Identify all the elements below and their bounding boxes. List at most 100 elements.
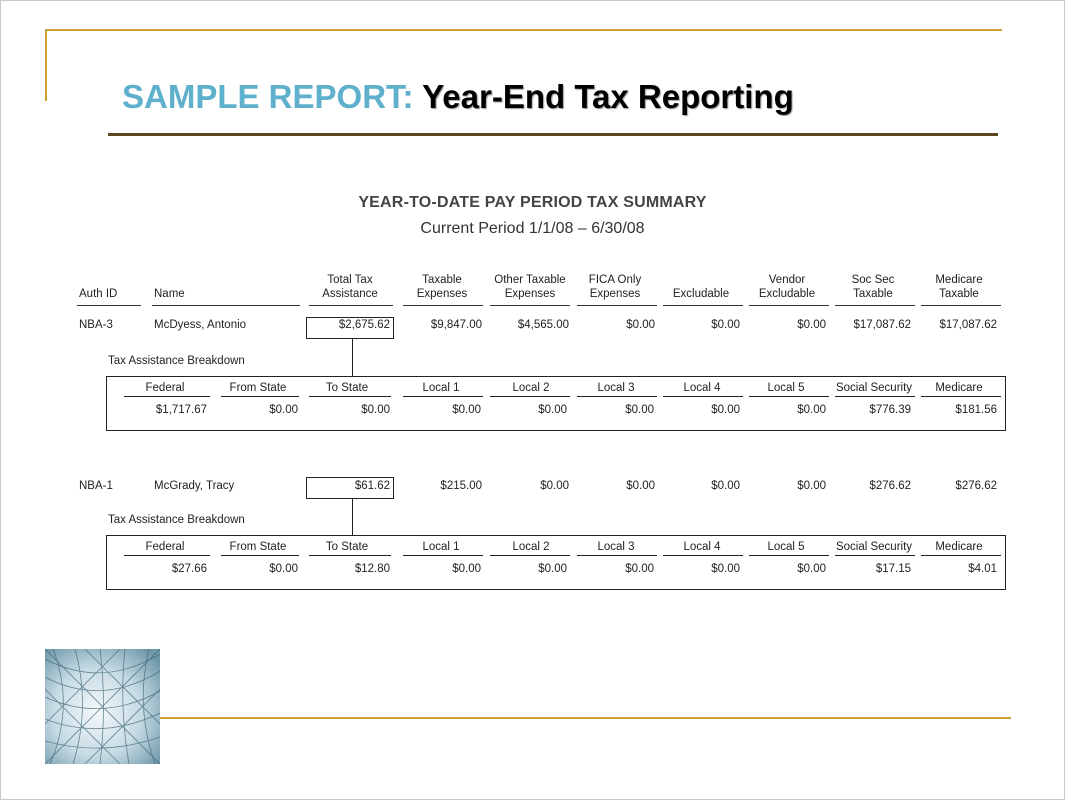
col-header-auth-id: Auth ID [79,288,118,300]
title-lead: SAMPLE REPORT: [122,78,414,115]
breakdown-value: $4.01 [968,563,997,575]
record-name: McGrady, Tracy [154,480,235,492]
breakdown-label: Tax Assistance Breakdown [108,355,245,367]
breakdown-header: Local 1 [422,541,460,553]
breakdown-header: Social Security [835,541,913,553]
top-rule [45,29,1002,31]
breakdown-header: From State [229,382,287,394]
breakdown-underline [221,396,299,397]
breakdown-value: $27.66 [171,563,207,575]
breakdown-header: Local 5 [767,541,805,553]
other-taxable-value: $4,565.00 [517,319,569,331]
record-auth-id: NBA-3 [79,319,113,331]
medicare-taxable-value: $276.62 [955,480,997,492]
glass-dome-photo [45,649,160,764]
breakdown-box [106,376,1006,431]
breakdown-underline [221,555,299,556]
medicare-taxable-value: $17,087.62 [939,319,997,331]
breakdown-underline [577,555,657,556]
excludable-value: $0.00 [711,480,740,492]
fica-value: $0.00 [626,319,655,331]
header-underline [403,305,483,306]
title-underline [108,133,998,136]
report-subtitle: Current Period 1/1/08 – 6/30/08 [420,220,645,237]
bottom-rule [160,717,1011,719]
other-taxable-value: $0.00 [540,480,569,492]
breakdown-header: Local 4 [683,382,721,394]
breakdown-header: Local 1 [422,382,460,394]
breakdown-header: Federal [145,541,185,553]
col-header-excludable: Excludable [672,288,730,300]
header-underline [77,305,141,306]
breakdown-value: $17.15 [875,563,911,575]
header-underline [152,305,300,306]
breakdown-underline [490,555,570,556]
taxable-expenses-value: $9,847.00 [430,319,482,331]
breakdown-header: Local 5 [767,382,805,394]
breakdown-underline [749,396,829,397]
breakdown-value: $0.00 [452,404,481,416]
breakdown-underline [124,396,210,397]
breakdown-value: $0.00 [538,404,567,416]
breakdown-value: $776.39 [869,404,911,416]
breakdown-label: Tax Assistance Breakdown [108,514,245,526]
breakdown-header: Medicare [935,541,983,553]
breakdown-header: Local 3 [597,541,635,553]
breakdown-underline [124,555,210,556]
total-tax-value: $61.62 [354,480,390,492]
breakdown-underline [663,396,743,397]
breakdown-header: Local 2 [512,382,550,394]
breakdown-value: $0.00 [538,563,567,575]
total-tax-box [306,317,394,339]
header-underline [921,305,1001,306]
col-header-medicare: Medicare Taxable [935,274,983,300]
title-rest: Year-End Tax Reporting [422,78,794,115]
breakdown-value: $181.56 [955,404,997,416]
breakdown-value: $0.00 [711,563,740,575]
header-underline [309,305,393,306]
breakdown-value: $0.00 [269,404,298,416]
header-underline [835,305,915,306]
total-tax-value: $2,675.62 [338,319,390,331]
col-header-fica: FICA Only Expenses [588,274,642,300]
record-name: McDyess, Antonio [154,319,247,331]
fica-value: $0.00 [626,480,655,492]
page-title: SAMPLE REPORT: Year-End Tax Reporting [122,78,794,116]
vendor-excludable-value: $0.00 [797,480,826,492]
breakdown-value: $0.00 [797,404,826,416]
breakdown-underline [403,555,483,556]
breakdown-value: $0.00 [711,404,740,416]
record-auth-id: NBA-1 [79,480,113,492]
breakdown-underline [663,555,743,556]
soc-sec-value: $17,087.62 [853,319,911,331]
header-underline [749,305,829,306]
breakdown-header: To State [325,382,369,394]
left-rule [45,29,47,101]
header-underline [577,305,657,306]
connector-line [352,499,353,535]
taxable-expenses-value: $215.00 [440,480,482,492]
col-header-total-tax: Total Tax Assistance [322,274,378,300]
breakdown-value: $0.00 [452,563,481,575]
vendor-excludable-value: $0.00 [797,319,826,331]
breakdown-value: $0.00 [361,404,390,416]
breakdown-header: Local 2 [512,541,550,553]
col-header-soc-sec: Soc Sec Taxable [851,274,895,300]
breakdown-header: To State [325,541,369,553]
breakdown-box [106,535,1006,590]
breakdown-value: $0.00 [269,563,298,575]
col-header-other-taxable: Other Taxable Expenses [494,274,566,300]
breakdown-underline [921,396,1001,397]
soc-sec-value: $276.62 [869,480,911,492]
breakdown-underline [921,555,1001,556]
col-header-name: Name [154,288,185,300]
breakdown-header: Local 4 [683,541,721,553]
breakdown-underline [403,396,483,397]
breakdown-value: $0.00 [625,563,654,575]
col-header-taxable-expenses: Taxable Expenses [416,274,468,300]
report-title: YEAR-TO-DATE PAY PERIOD TAX SUMMARY [358,194,707,211]
breakdown-underline [490,396,570,397]
breakdown-value: $1,717.67 [155,404,207,416]
breakdown-header: Social Security [835,382,913,394]
breakdown-underline [835,396,915,397]
